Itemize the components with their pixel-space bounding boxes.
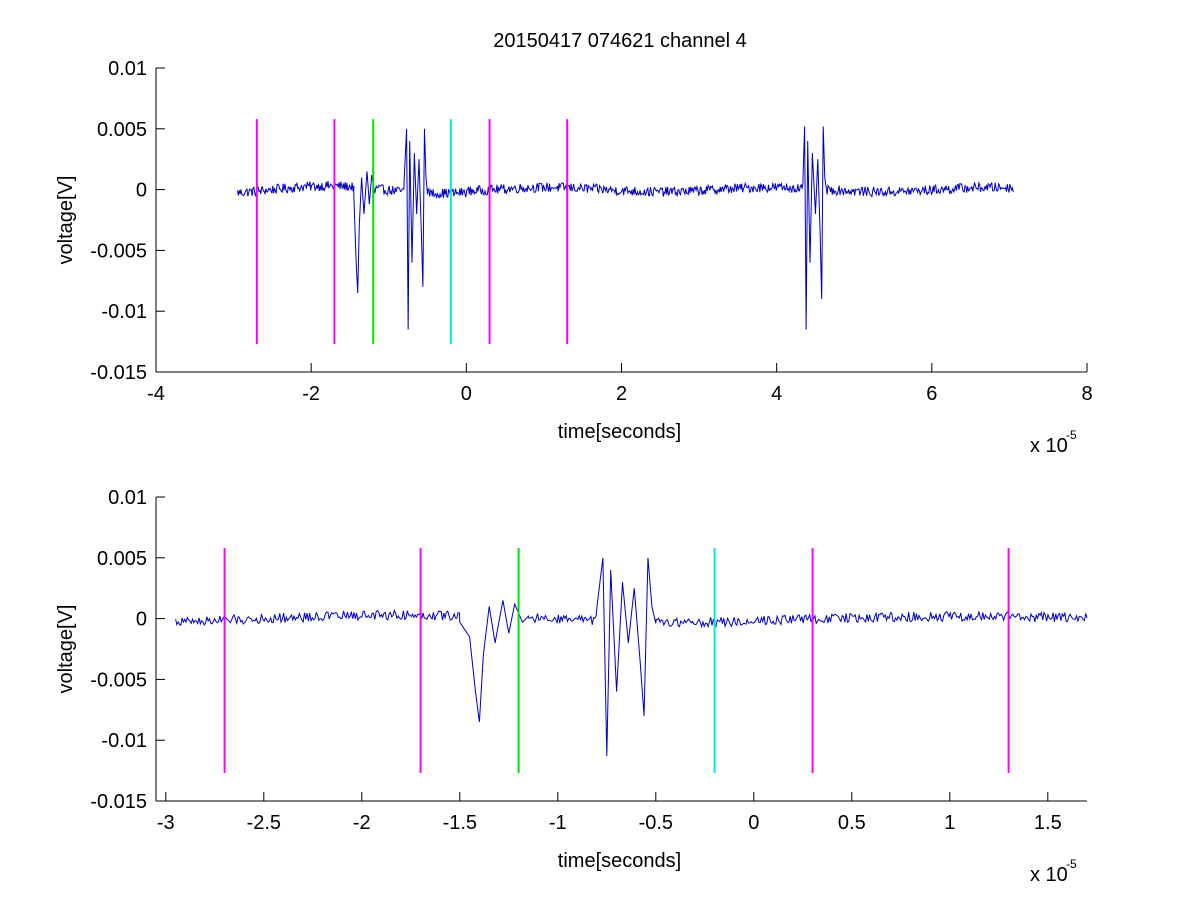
top-x-tick-label: 6 <box>926 383 937 405</box>
top-x-tick-label: 4 <box>771 383 782 405</box>
top-y-tick-label: 0.005 <box>97 119 147 141</box>
top-x-tick-label: 2 <box>616 383 627 405</box>
top-x-tick-label: 8 <box>1081 383 1092 405</box>
figure-title: 20150417 074621 channel 4 <box>493 30 747 52</box>
bottom-y-tick-label: 0.005 <box>97 548 147 570</box>
bottom-x-tick-label: 1.5 <box>1034 812 1062 834</box>
bottom-y-tick-label: -0.015 <box>90 791 147 813</box>
top-y-tick-label: 0 <box>136 180 147 202</box>
bottom-y-tick-label: -0.005 <box>90 669 147 691</box>
top-y-tick-label: -0.01 <box>101 301 147 323</box>
top-x-exponent-power: -5 <box>1066 428 1077 442</box>
top-y-tick-label: -0.015 <box>90 362 147 384</box>
top-y-tick-label: 0.01 <box>108 58 147 80</box>
bottom-y-axis-label: voltage[V] <box>55 605 77 694</box>
top-x-tick-label: -4 <box>147 383 165 405</box>
bottom-x-tick-label: 0 <box>748 812 759 834</box>
bottom-y-tick-label: 0.01 <box>108 487 147 509</box>
bottom-x-tick-label: -3 <box>157 812 175 834</box>
bottom-chart-panel: -3 -2.5 -2 -1.5 -1 -0.5 0 0.5 1 1.5 -0.015 -0.01 -0.… <box>55 487 1088 886</box>
bottom-x-tick-label: -1.5 <box>443 812 477 834</box>
bottom-x-tick-label: 0.5 <box>838 812 866 834</box>
bottom-x-tick-label: -2 <box>353 812 371 834</box>
bottom-y-tick-label: -0.01 <box>101 730 147 752</box>
bottom-x-tick-label: -2.5 <box>247 812 281 834</box>
bottom-x-exponent-power: -5 <box>1066 857 1077 871</box>
top-chart-panel: -4 -2 0 2 4 6 8 -0.015 -0.01 -0.005 0 0.005 0.01 time… <box>55 58 1093 457</box>
bottom-y-tick-label: 0 <box>136 609 147 631</box>
top-signal-trace <box>236 126 1014 330</box>
top-x-tick-label: 0 <box>461 383 472 405</box>
bottom-signal-trace <box>175 557 1088 757</box>
bottom-x-tick-label: -0.5 <box>639 812 673 834</box>
bottom-x-axis-label: time[seconds] <box>558 850 681 872</box>
top-y-tick-label: -0.005 <box>90 240 147 262</box>
bottom-x-exponent-label: x 10 <box>1030 864 1068 886</box>
top-y-axis-label: voltage[V] <box>55 176 77 265</box>
bottom-x-tick-label: 1 <box>944 812 955 834</box>
top-x-exponent-label: x 10 <box>1030 435 1068 457</box>
bottom-x-tick-label: -1 <box>549 812 567 834</box>
top-x-axis-label: time[seconds] <box>558 421 681 443</box>
top-x-tick-label: -2 <box>302 383 320 405</box>
